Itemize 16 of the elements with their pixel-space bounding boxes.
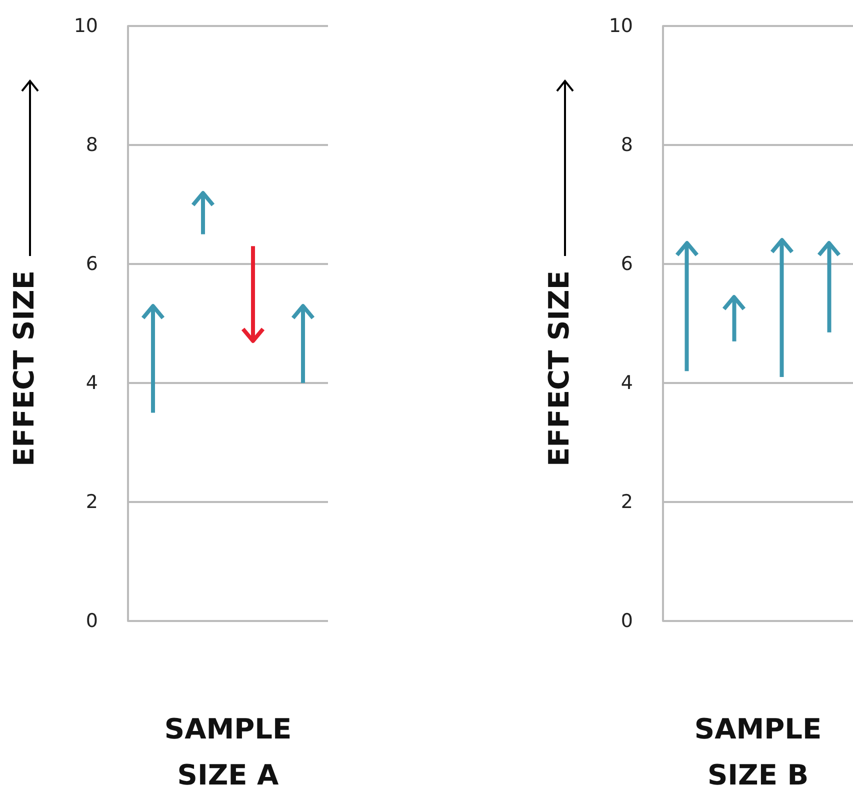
y-tick-label: 8 (620, 134, 633, 156)
y-tick-label: 6 (620, 253, 633, 275)
y-tick-label: 4 (620, 372, 633, 394)
x-axis-title: SAMPLE SIZE A (164, 712, 292, 792)
y-tick-label: 10 (608, 15, 633, 37)
y-tick-label: 0 (620, 610, 633, 632)
y-axis-title: EFFECT SIZE (542, 270, 576, 466)
y-axis-title: EFFECT SIZE (8, 270, 40, 466)
y-tick-label: 4 (86, 372, 98, 394)
y-tick-label: 6 (86, 253, 98, 275)
x-axis-title: SAMPLE SIZE B (694, 712, 822, 792)
y-tick-label: 0 (86, 610, 98, 632)
y-tick-label: 2 (620, 491, 633, 513)
y-tick-label: 10 (74, 15, 98, 37)
y-tick-label: 2 (86, 491, 98, 513)
y-tick-label: 8 (86, 134, 98, 156)
